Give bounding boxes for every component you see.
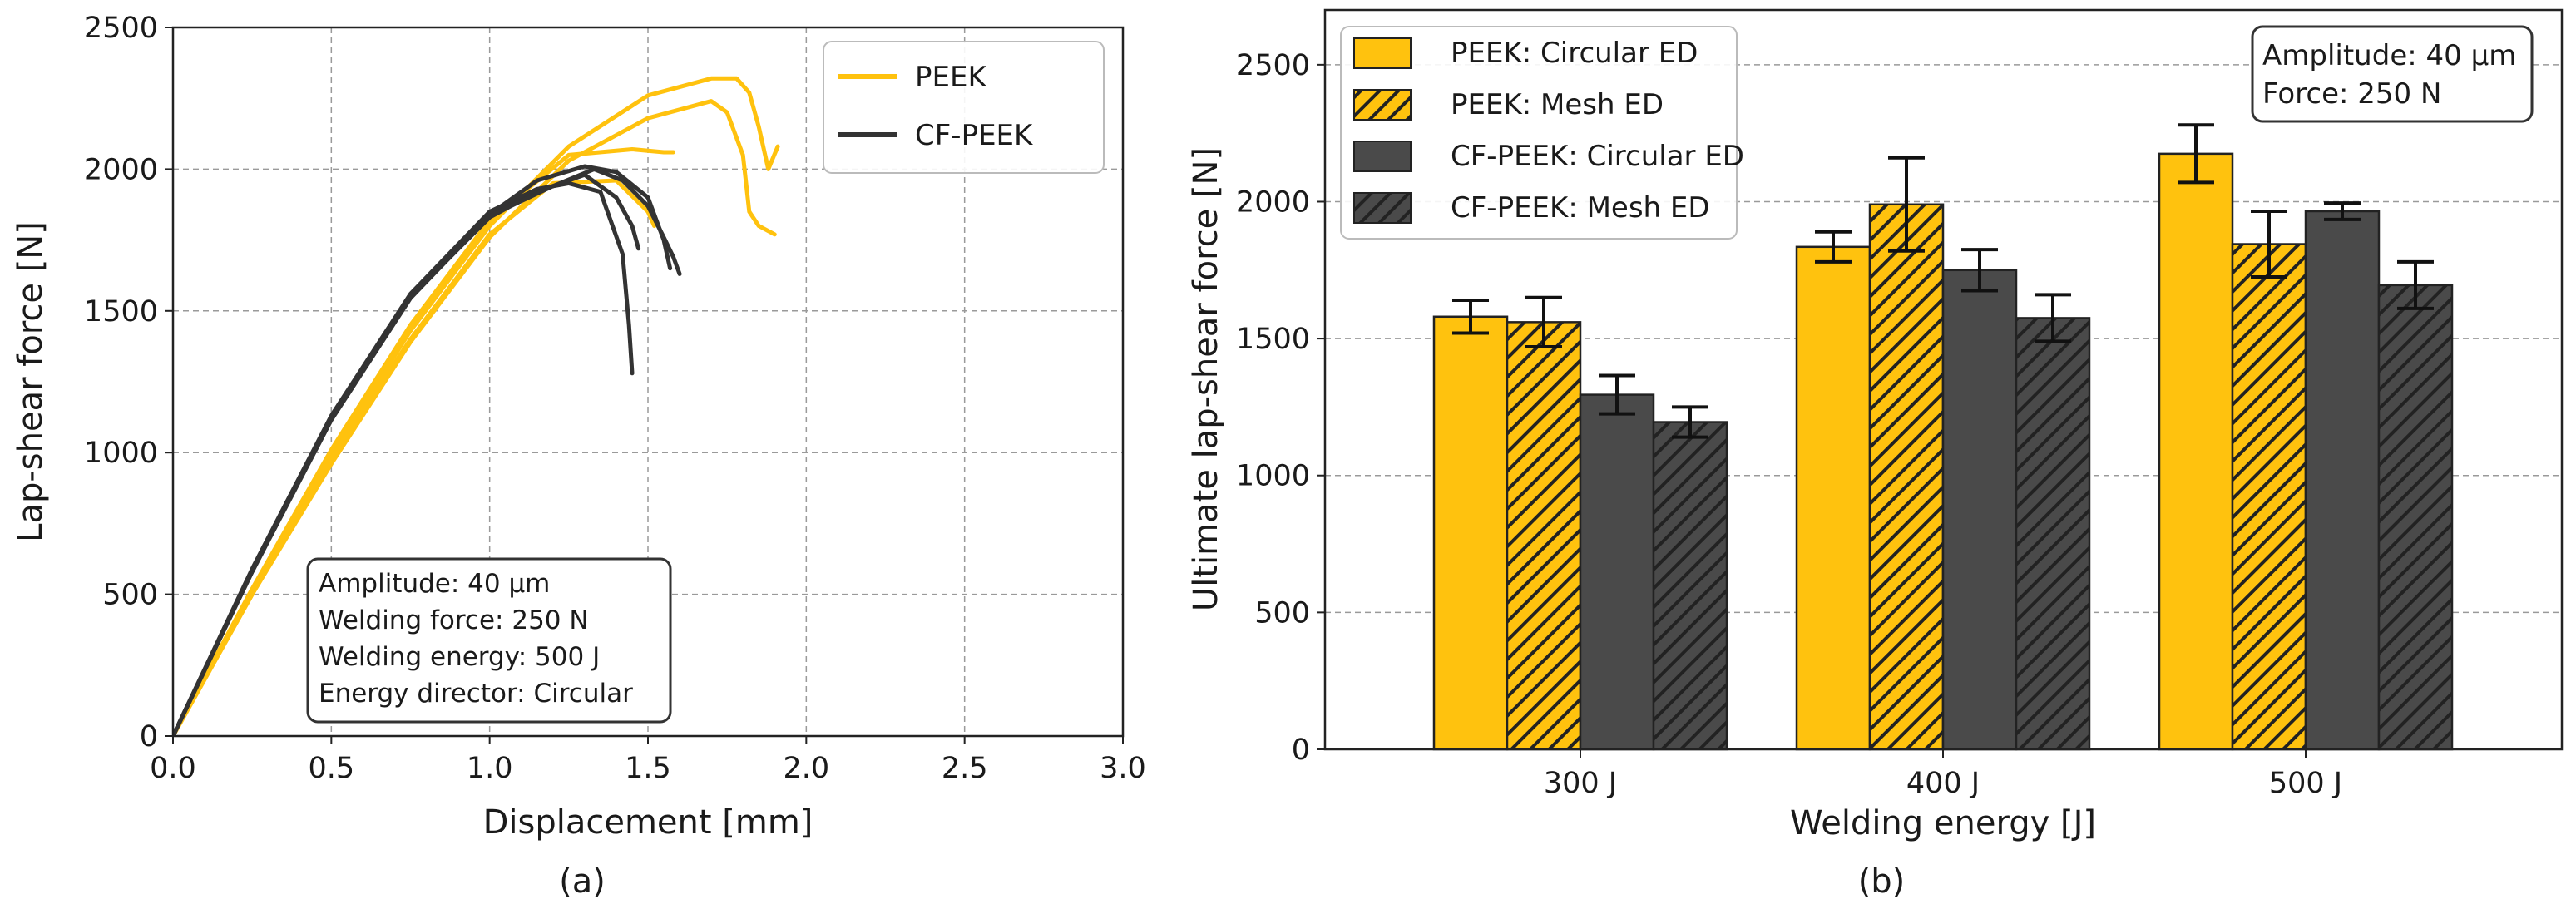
x-axis-label-b: Welding energy [J]	[1790, 804, 2096, 842]
annotation-welding-force: Welding force: 250 N	[319, 605, 589, 635]
x-tick-label-a: 3.0	[1100, 752, 1146, 785]
x-tick-label-b: 300 J	[1544, 767, 1617, 800]
legend-label-cf-peek-circular: CF-PEEK: Circular ED	[1451, 140, 1744, 173]
y-tick-label-b: 500	[1254, 596, 1310, 630]
x-tick-label-a: 1.5	[625, 752, 671, 785]
bar-cf-peek-circular-ed	[1579, 393, 1655, 751]
legend-swatch-peek-circular	[1353, 37, 1412, 69]
bar-peek-mesh-ed	[1868, 203, 1945, 751]
x-tick-label-a: 1.0	[467, 752, 513, 785]
x-tick-label-a: 0.5	[308, 752, 354, 785]
bar-peek-circular-ed	[2158, 152, 2234, 751]
annotation-frame-a	[306, 557, 672, 724]
annotation-amplitude-b: Amplitude: 40 μm	[2262, 39, 2516, 72]
y-axis-label-a: Lap-shear force [N]	[12, 221, 50, 542]
y-tick-label-b: 1000	[1236, 460, 1310, 493]
annotation-force-b: Force: 250 N	[2262, 77, 2441, 111]
bar-peek-circular-ed	[1795, 245, 1871, 751]
ticks-b: 0 500 1000 1500 2000 2500 300 J 400 J 500 J	[1236, 49, 2342, 800]
y-tick-label-a: 2000	[84, 153, 158, 186]
legend-label-peek-mesh: PEEK: Mesh ED	[1451, 88, 1664, 121]
bar-cf-peek-mesh-ed	[1652, 421, 1728, 751]
panel-label-a: (a)	[559, 862, 606, 901]
legend-label-peek: PEEK	[915, 61, 987, 94]
y-tick-label-b: 1500	[1236, 323, 1310, 356]
bar-cf-peek-mesh-ed	[2377, 284, 2454, 751]
annotation-box-b: Amplitude: 40 μm Force: 250 N	[2251, 25, 2534, 123]
y-tick-label-b: 2000	[1236, 185, 1310, 219]
y-tick-label-b: 2500	[1236, 49, 1310, 82]
bar-cf-peek-circular-ed	[2304, 210, 2381, 751]
x-tick-label-b: 500 J	[2269, 767, 2342, 800]
annotation-welding-energy: Welding energy: 500 J	[319, 642, 600, 672]
peek-curve	[173, 99, 777, 736]
annotation-frame-b	[2251, 25, 2534, 123]
bar-peek-mesh-ed	[1506, 321, 1582, 751]
bar-peek-circular-ed	[1432, 315, 1509, 751]
peek-curve	[173, 178, 657, 736]
x-tick-label-b: 400 J	[1906, 767, 1980, 800]
y-tick-label-a: 1500	[84, 295, 158, 329]
y-axis-label-b: Ultimate lap-shear force [N]	[1187, 147, 1225, 611]
annotation-amplitude-a: Amplitude: 40 μm	[319, 569, 550, 599]
bar-cf-peek-circular-ed	[1941, 269, 2018, 751]
x-tick-label-a: 2.0	[783, 752, 829, 785]
x-tick-label-a: 0.0	[150, 752, 196, 785]
series-lines-a	[173, 76, 780, 736]
legend-a: PEEK CF-PEEK	[823, 41, 1105, 174]
annotation-box-a: Amplitude: 40 μm Welding force: 250 N We…	[306, 557, 672, 724]
legend-label-peek-circular: PEEK: Circular ED	[1451, 37, 1698, 70]
annotation-energy-director: Energy director: Circular	[319, 679, 633, 709]
y-tick-label-a: 1000	[84, 437, 158, 470]
bar-peek-mesh-ed	[2231, 243, 2307, 751]
legend-b: PEEK: Circular ED PEEK: Mesh ED CF-PEEK:…	[1340, 26, 1744, 240]
panel-label-b: (b)	[1858, 862, 1906, 901]
y-tick-label-a: 0	[140, 720, 158, 753]
legend-frame-b	[1340, 26, 1738, 240]
bars-b	[1432, 123, 2454, 751]
bar-cf-peek-mesh-ed	[2015, 317, 2091, 751]
y-tick-label-b: 0	[1292, 734, 1310, 767]
ticks-a: 0.0 0.5 1.0 1.5 2.0 2.5 3.0 0 500 1000 1500 2000 250…	[84, 12, 1146, 785]
x-tick-label-a: 2.5	[942, 752, 988, 785]
legend-label-cf-peek-mesh: CF-PEEK: Mesh ED	[1451, 191, 1710, 225]
y-tick-label-a: 500	[102, 579, 158, 612]
legend-swatch-cf-peek-circular	[1353, 141, 1412, 172]
legend-swatch-peek-mesh	[1353, 89, 1412, 121]
cf-peek-curve	[173, 166, 682, 736]
legend-label-cf-peek: CF-PEEK	[915, 119, 1034, 152]
legend-swatch-cf-peek-mesh	[1353, 192, 1412, 224]
panel-a: 0.0 0.5 1.0 1.5 2.0 2.5 3.0 0 500 1000 1500 2000 250…	[12, 12, 1146, 901]
panel-b: 0 500 1000 1500 2000 2500 300 J 400 J 500 J Weld…	[1187, 8, 2564, 901]
y-tick-label-a: 2500	[84, 12, 158, 45]
x-axis-label-a: Displacement [mm]	[483, 803, 813, 842]
